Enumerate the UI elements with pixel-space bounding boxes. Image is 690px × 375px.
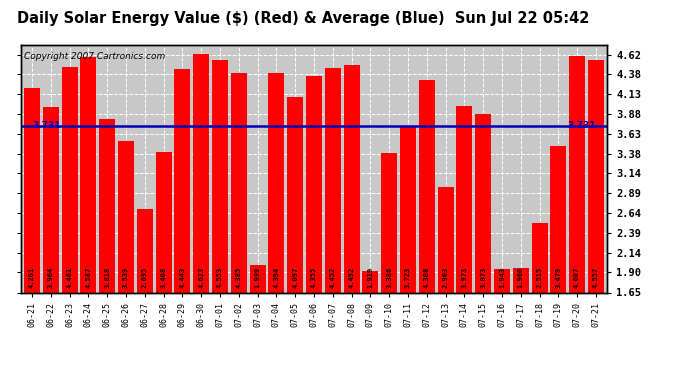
Bar [193,54,209,292]
Text: 2.963: 2.963 [442,267,448,288]
Text: 2.695: 2.695 [141,267,148,288]
Text: 3.723: 3.723 [405,267,411,288]
Text: 2.515: 2.515 [537,267,542,288]
Bar [344,65,359,292]
Bar [212,60,228,292]
Bar [475,114,491,292]
Bar [306,76,322,292]
Text: 1.960: 1.960 [518,267,524,288]
Text: 3.818: 3.818 [104,267,110,288]
Text: 4.394: 4.394 [273,267,279,288]
Bar [456,106,473,292]
Text: Daily Solar Energy Value ($) (Red) & Average (Blue)  Sun Jul 22 05:42: Daily Solar Energy Value ($) (Red) & Ave… [17,11,590,26]
Bar [531,223,548,292]
Bar [268,73,284,292]
Bar [588,60,604,292]
Text: 3.873: 3.873 [480,267,486,288]
Text: 4.587: 4.587 [86,267,91,288]
Bar [551,146,566,292]
Text: 1.999: 1.999 [255,267,261,288]
Text: 3.386: 3.386 [386,267,392,288]
Text: 4.355: 4.355 [311,267,317,288]
Text: 3.973: 3.973 [462,267,467,288]
Text: 1.919: 1.919 [367,267,373,288]
Bar [43,107,59,292]
Bar [61,68,77,292]
Text: 4.461: 4.461 [66,267,72,288]
Bar [155,152,172,292]
Bar [230,74,247,292]
Bar [250,264,266,292]
Bar [569,56,585,292]
Text: 4.385: 4.385 [236,267,241,288]
Text: 4.553: 4.553 [217,267,223,288]
Text: 4.623: 4.623 [198,267,204,288]
Text: 3.731: 3.731 [567,122,595,130]
Bar [118,141,134,292]
Text: 3.964: 3.964 [48,267,54,288]
Bar [419,80,435,292]
Text: 4.308: 4.308 [424,267,430,288]
Bar [400,126,416,292]
Bar [99,119,115,292]
Bar [137,209,152,292]
Text: 4.557: 4.557 [593,267,599,288]
Bar [494,269,510,292]
Bar [325,68,341,292]
Text: 4.097: 4.097 [292,267,298,288]
Text: 3.731: 3.731 [32,122,61,130]
Text: 4.607: 4.607 [574,267,580,288]
Text: 4.443: 4.443 [179,267,186,288]
Bar [80,57,97,292]
Bar [24,88,40,292]
Bar [437,188,453,292]
Bar [381,153,397,292]
Text: 4.452: 4.452 [330,267,336,288]
Text: 3.408: 3.408 [161,267,166,288]
Bar [513,268,529,292]
Text: 4.201: 4.201 [29,267,35,288]
Text: 4.492: 4.492 [348,267,355,288]
Bar [362,271,378,292]
Text: Copyright 2007 Cartronics.com: Copyright 2007 Cartronics.com [23,53,165,62]
Text: 3.539: 3.539 [123,267,129,288]
Bar [175,69,190,292]
Text: 1.943: 1.943 [499,267,505,288]
Text: 3.479: 3.479 [555,267,562,288]
Bar [287,96,303,292]
